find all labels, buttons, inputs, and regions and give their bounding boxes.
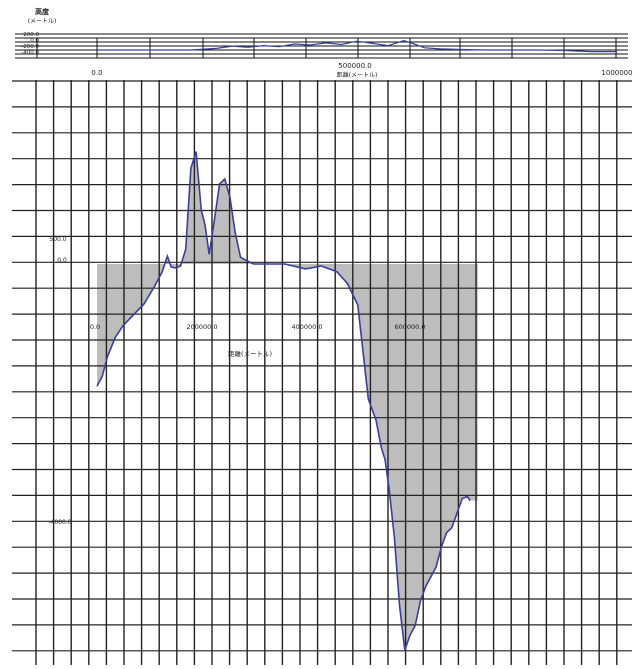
profile-x-tick-label: 0.0 — [90, 323, 100, 331]
overview-y-tick-label: 0.0 — [30, 38, 39, 44]
overview-y-tick-label: 200.0 — [23, 32, 39, 38]
profile-x-tick-label: 200000.0 — [186, 323, 217, 331]
overview-grid — [15, 33, 628, 59]
profile-series-line — [96, 151, 471, 651]
profile-x-tick-label: 600000.0 — [394, 323, 425, 331]
profile-x-tick-label: 400000.0 — [291, 323, 322, 331]
profile-y-tick-label: 500.0 — [49, 236, 66, 243]
profile-area-fill — [97, 151, 478, 650]
overview-y-tick-label: -400.0 — [21, 50, 39, 56]
profile-xlabel: 距離(メートル) — [228, 349, 272, 358]
profile-y-tick-label: 0.0 — [57, 257, 67, 264]
overview-x-tick-label: 1000000 — [601, 69, 632, 77]
overview-series-line — [97, 39, 617, 53]
overview-xlabel: 距離(メートル) — [337, 71, 378, 79]
profile-chart: 500.0 0.0 -4000.0 0.0 200000.0 400000.0 … — [12, 80, 632, 665]
overview-chart: 高度 (メートル) 200.0 0.0 -200.0 -400.0 0.0 50… — [15, 7, 633, 79]
overview-x-tick-label: 0.0 — [91, 69, 102, 77]
overview-ylabel-line-2: (メートル) — [28, 18, 57, 25]
profile-y-tick-label: -4000.0 — [48, 519, 71, 526]
overview-x-tick-label: 500000.0 — [338, 62, 371, 70]
overview-y-tick-label: -200.0 — [21, 44, 39, 50]
profile-grid — [12, 80, 632, 665]
overview-ylabel-line-1: 高度 — [35, 7, 50, 16]
